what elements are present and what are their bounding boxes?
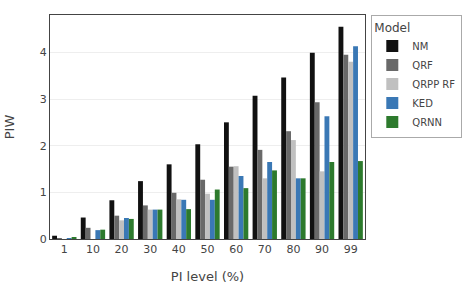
svg-text:4: 4	[40, 46, 47, 59]
svg-text:50: 50	[201, 243, 215, 256]
svg-text:KED: KED	[412, 98, 433, 109]
svg-text:1: 1	[61, 243, 68, 256]
svg-text:2: 2	[40, 140, 47, 153]
svg-text:1: 1	[40, 186, 47, 199]
svg-text:0: 0	[40, 233, 47, 246]
svg-text:99: 99	[344, 243, 358, 256]
svg-text:70: 70	[258, 243, 272, 256]
svg-text:10: 10	[86, 243, 100, 256]
svg-text:PIW: PIW	[2, 115, 17, 140]
svg-text:QRPP RF: QRPP RF	[412, 79, 455, 90]
svg-text:90: 90	[315, 243, 329, 256]
svg-text:30: 30	[143, 243, 157, 256]
svg-text:Model: Model	[374, 21, 410, 35]
svg-text:3: 3	[40, 93, 47, 106]
svg-text:NM: NM	[412, 41, 428, 52]
svg-text:QRF: QRF	[412, 60, 433, 71]
svg-text:QRNN: QRNN	[412, 117, 442, 128]
svg-text:60: 60	[229, 243, 243, 256]
svg-text:PI level (%): PI level (%)	[171, 269, 244, 284]
svg-text:40: 40	[172, 243, 186, 256]
svg-text:20: 20	[115, 243, 129, 256]
svg-text:80: 80	[286, 243, 300, 256]
